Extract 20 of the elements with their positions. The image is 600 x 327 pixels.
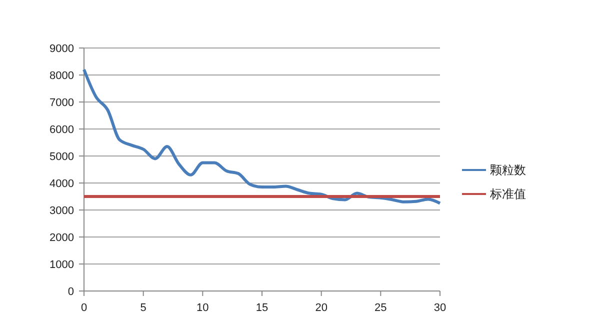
y-tick-label: 9000 <box>50 42 74 55</box>
x-tick-label: 0 <box>80 302 88 314</box>
legend-label: 标准值 <box>489 187 526 202</box>
x-tick-label: 5 <box>140 302 146 314</box>
legend-label: 颗粒数 <box>490 163 526 178</box>
x-tick-label: 20 <box>315 302 328 314</box>
y-tick-label: 3000 <box>50 204 74 217</box>
y-tick-label: 5000 <box>50 150 74 163</box>
y-tick-label: 1000 <box>50 258 74 271</box>
x-tick-label: 25 <box>374 302 387 314</box>
x-tick-label: 30 <box>434 302 446 314</box>
y-tick-label: 6000 <box>50 124 74 136</box>
y-tick-label: 0 <box>68 286 74 298</box>
y-tick-label: 2000 <box>50 232 74 244</box>
x-tick-label: 10 <box>196 302 209 314</box>
y-tick-label: 4000 <box>50 178 74 190</box>
y-tick-label: 7000 <box>50 96 74 109</box>
line-series <box>82 68 442 205</box>
y-tick-label: 8000 <box>50 70 74 82</box>
x-tick-label: 15 <box>256 302 268 314</box>
